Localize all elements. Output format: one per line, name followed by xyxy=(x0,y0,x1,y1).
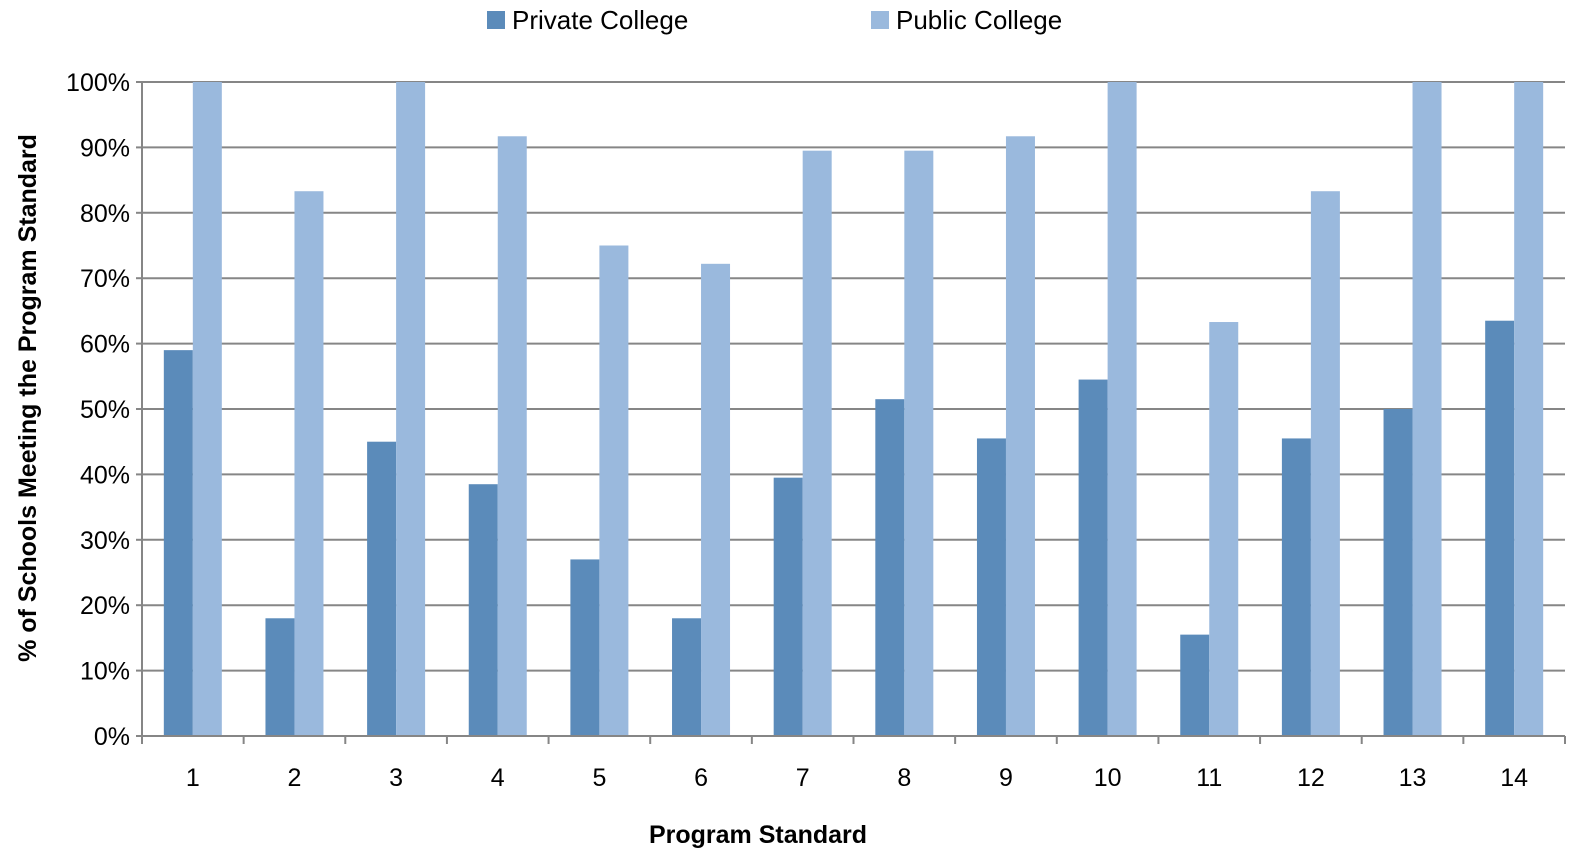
x-tick-label: 11 xyxy=(1196,764,1222,792)
legend-swatch xyxy=(871,11,889,29)
x-tick-label: 2 xyxy=(288,764,302,792)
bar-private-college xyxy=(976,438,1006,736)
bar-private-college xyxy=(1485,320,1515,736)
gridlines xyxy=(142,81,1565,672)
legend-swatch xyxy=(487,11,505,29)
x-tick-label: 6 xyxy=(694,764,708,792)
x-tick-label: 13 xyxy=(1399,764,1427,792)
x-tick-label: 7 xyxy=(796,764,810,792)
y-tick-label: 100% xyxy=(66,69,130,97)
bar-private-college xyxy=(773,477,803,736)
y-tick-label: 40% xyxy=(80,461,130,489)
legend: Private College Public College xyxy=(487,5,1062,35)
y-tick-label: 10% xyxy=(80,658,130,686)
axes: 0%10%20%30%40%50%60%70%80%90%100%1 2 3 4 5 6 7… xyxy=(66,69,1566,792)
bar-public-college xyxy=(497,136,527,737)
x-tick-label: 1 xyxy=(186,764,200,792)
bar-private-college xyxy=(1180,634,1210,736)
x-tick-label: 9 xyxy=(999,764,1013,792)
bar-private-college xyxy=(875,399,905,736)
x-tick-label: 12 xyxy=(1297,764,1325,792)
bar-public-college xyxy=(802,150,832,737)
y-tick-label: 0% xyxy=(94,723,130,751)
y-tick-label: 60% xyxy=(80,331,130,359)
y-tick-label: 20% xyxy=(80,592,130,620)
bar-public-college xyxy=(294,191,324,736)
bars xyxy=(163,82,1544,737)
bar-private-college xyxy=(468,484,498,736)
bar-private-college xyxy=(570,559,600,736)
x-tick-label: 14 xyxy=(1500,764,1528,792)
y-tick-label: 80% xyxy=(80,200,130,228)
y-tick-label: 90% xyxy=(80,134,130,162)
bar-private-college xyxy=(1281,438,1311,736)
bar-private-college xyxy=(672,618,702,736)
bar-private-college xyxy=(1078,379,1108,736)
x-axis-title: Program Standard xyxy=(649,821,867,849)
bar-public-college xyxy=(192,82,222,736)
bar-private-college xyxy=(367,441,397,736)
bar-private-college xyxy=(163,350,193,736)
x-tick-label: 5 xyxy=(592,764,606,792)
bar-public-college xyxy=(599,245,629,736)
bar-public-college xyxy=(396,82,426,736)
legend-label: Public College xyxy=(896,5,1062,35)
x-tick-label: 10 xyxy=(1094,764,1122,792)
bar-public-college xyxy=(1107,82,1137,736)
bar-private-college xyxy=(1383,409,1413,736)
y-tick-label: 30% xyxy=(80,527,130,555)
bar-public-college xyxy=(701,263,731,736)
bar-public-college xyxy=(1514,82,1544,736)
x-tick-label: 8 xyxy=(897,764,911,792)
y-tick-label: 70% xyxy=(80,265,130,293)
x-tick-label: 4 xyxy=(491,764,505,792)
bar-public-college xyxy=(1005,136,1035,737)
y-axis-title: % of Schools Meeting the Program Standar… xyxy=(14,134,42,662)
legend-label: Private College xyxy=(512,5,688,35)
bar-private-college xyxy=(265,618,295,736)
bar-public-college xyxy=(904,150,934,737)
bar-public-college xyxy=(1412,82,1442,736)
y-tick-label: 50% xyxy=(80,396,130,424)
bar-public-college xyxy=(1209,322,1239,736)
bar-public-college xyxy=(1310,191,1340,736)
x-tick-label: 3 xyxy=(389,764,403,792)
